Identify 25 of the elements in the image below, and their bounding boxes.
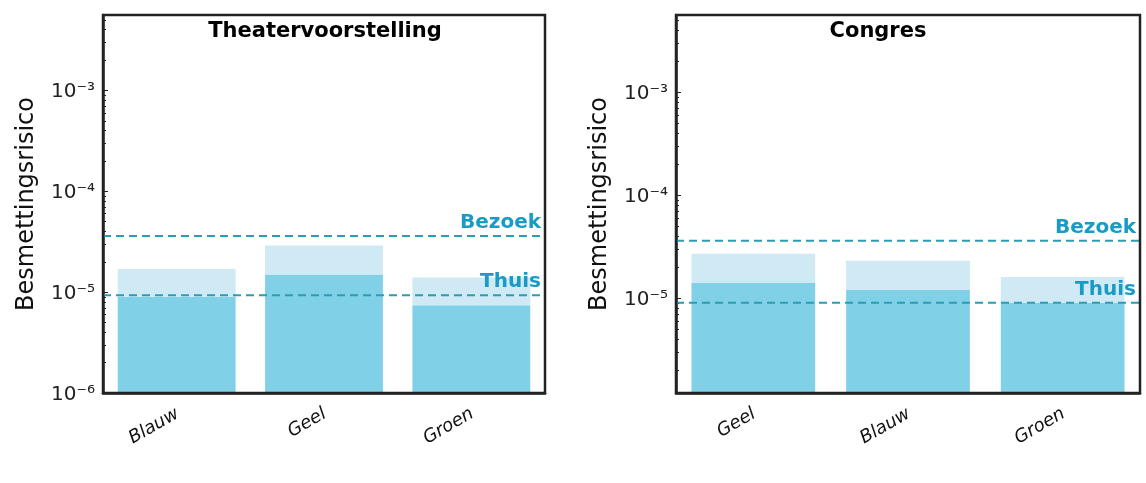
ref-line-label: Bezoek [1054, 213, 1137, 238]
y-tick-label: 10⁻⁵ [623, 286, 668, 311]
bar [691, 253, 816, 284]
bar [117, 296, 236, 393]
chart-title: Theatervoorstelling [208, 17, 442, 42]
bar [1000, 302, 1125, 393]
bar [117, 268, 236, 297]
y-axis-title: Besmettingsrisico [11, 97, 39, 311]
bar [691, 283, 816, 393]
ref-line-label: Bezoek [459, 209, 542, 234]
bar [265, 274, 383, 393]
ref-line-label: Thuis [1075, 275, 1136, 300]
chart-title: Congres [829, 17, 927, 42]
y-tick-label: 10⁻³ [623, 80, 668, 105]
y-tick-label: 10⁻⁴ [50, 179, 95, 204]
y-tick-label: 10⁻⁴ [623, 183, 668, 208]
y-tick-label: 10⁻⁶ [50, 381, 95, 405]
y-axis-title: Besmettingsrisico [584, 97, 612, 311]
bar [412, 305, 531, 393]
y-tick-label: 10⁻³ [50, 78, 95, 103]
bar [846, 260, 970, 290]
bar [846, 289, 970, 393]
y-tick-label: 10⁻⁵ [50, 280, 95, 305]
bar [265, 245, 383, 275]
ref-line-label: Thuis [480, 268, 541, 293]
